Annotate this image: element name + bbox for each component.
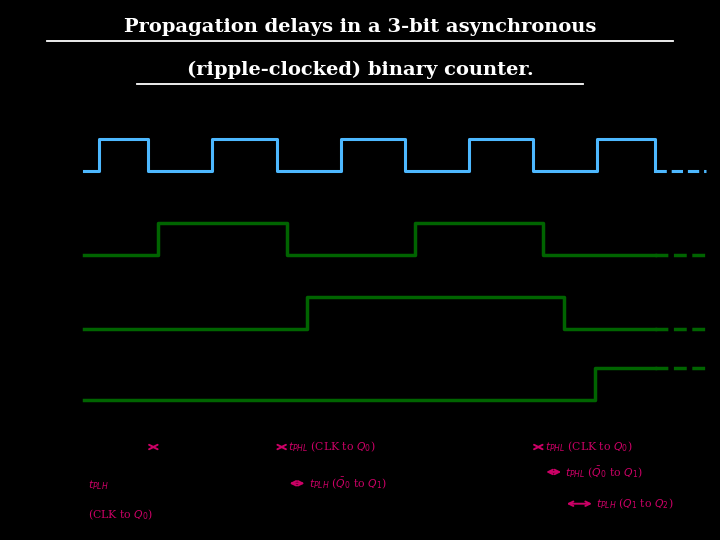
Text: 3: 3 — [497, 144, 505, 158]
Text: 2: 2 — [369, 144, 377, 158]
Text: $t_{PLH}$ ($\bar{Q}_0$ to $Q_1$): $t_{PLH}$ ($\bar{Q}_0$ to $Q_1$) — [309, 475, 386, 491]
Text: (ripple-clocked) binary counter.: (ripple-clocked) binary counter. — [186, 61, 534, 79]
Text: $Q_0$: $Q_0$ — [56, 230, 76, 248]
Text: $t_{PHL}$ ($\bar{Q}_0$ to $Q_1$): $t_{PHL}$ ($\bar{Q}_0$ to $Q_1$) — [565, 464, 643, 480]
Text: (CLK to $Q_0$): (CLK to $Q_0$) — [88, 508, 153, 522]
Text: 1: 1 — [240, 144, 249, 158]
Text: $t_{PHL}$ (CLK to $Q_0$): $t_{PHL}$ (CLK to $Q_0$) — [545, 440, 632, 454]
Text: CLK: CLK — [46, 148, 76, 162]
Text: $t_{PLH}$: $t_{PLH}$ — [88, 478, 109, 492]
Text: Propagation delays in a 3-bit asynchronous: Propagation delays in a 3-bit asynchrono… — [124, 18, 596, 36]
Text: $t_{PLH}$ ($Q_1$ to $Q_2$): $t_{PLH}$ ($Q_1$ to $Q_2$) — [596, 496, 673, 511]
Text: $t_{PHL}$ (CLK to $Q_0$): $t_{PHL}$ (CLK to $Q_0$) — [288, 440, 376, 454]
Text: 4: 4 — [625, 144, 634, 158]
Text: $Q_1$: $Q_1$ — [57, 303, 76, 322]
Text: $Q_2$: $Q_2$ — [57, 374, 76, 393]
